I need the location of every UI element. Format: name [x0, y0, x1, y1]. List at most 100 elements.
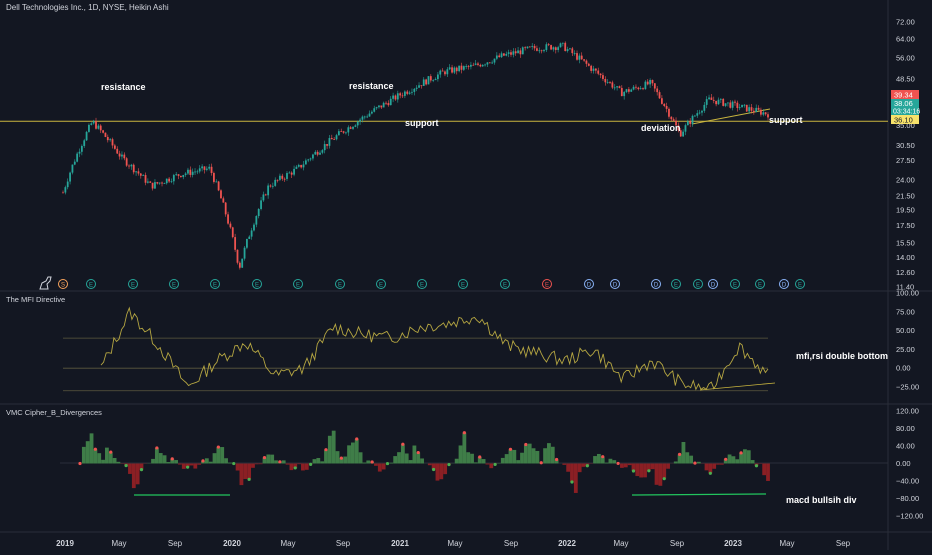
event-marker-label: D [654, 283, 659, 289]
vmc-wave-bar [105, 448, 109, 464]
event-marker-label: E [696, 283, 700, 289]
candle-body [182, 175, 184, 177]
vmc-signal-dot [755, 464, 758, 467]
vmc-wave-bar [409, 460, 413, 463]
vmc-wave-bar [363, 463, 367, 464]
candle-body [451, 67, 453, 72]
support-price-badge: 36.10 [894, 116, 913, 125]
vmc-wave-bar [236, 464, 240, 471]
candle-body [307, 159, 309, 160]
candle-body [642, 88, 644, 89]
candle-body [102, 130, 104, 132]
vmc-wave-bar [289, 464, 293, 471]
candle-body [142, 175, 144, 176]
vmc-signal-dot [171, 457, 174, 460]
vmc-wave-bar [532, 448, 536, 463]
candle-body [220, 190, 222, 198]
candle-body [508, 52, 510, 54]
vmc-wave-bar [355, 439, 359, 464]
candle-body [291, 173, 293, 175]
vmc-wave-bar [366, 460, 370, 463]
candle-body [418, 85, 420, 87]
candle-body [67, 182, 69, 188]
event-marker-label: E [172, 283, 176, 289]
vmc-wave-bar [243, 464, 247, 480]
vmc-wave-bar [282, 460, 286, 463]
candle-body [241, 259, 243, 268]
candle-body [765, 112, 767, 114]
price-tick-label: 15.50 [896, 238, 915, 247]
candle-body [420, 85, 422, 86]
candle-body [185, 174, 187, 175]
candle-body [135, 171, 137, 172]
candle-body [376, 107, 378, 108]
vmc-wave-bar [543, 448, 547, 463]
candle-body [350, 127, 352, 129]
vmc-wave-bar [401, 444, 405, 463]
candle-body [517, 50, 519, 53]
event-marker-label: E [338, 283, 342, 289]
candle-body [614, 87, 616, 88]
candle-body [380, 105, 382, 107]
vmc-wave-bar [655, 464, 659, 485]
vmc-signal-dot [586, 464, 589, 467]
vmc-wave-bar [547, 443, 551, 463]
vmc-wave-bar [240, 464, 244, 486]
vmc-signal-dot [632, 469, 635, 472]
vmc-tick-label: −40.00 [896, 477, 919, 486]
vmc-signal-dot [478, 455, 481, 458]
vmc-wave-bar [570, 464, 574, 482]
vmc-wave-bar [266, 455, 270, 464]
candle-body [286, 173, 288, 179]
vmc-wave-bar [512, 450, 516, 464]
candle-body [218, 182, 220, 191]
candle-body [687, 121, 689, 125]
candle-body [404, 92, 406, 96]
candle-body [314, 152, 316, 155]
vmc-signal-dot [432, 468, 435, 471]
event-marker-label: E [131, 283, 135, 289]
candle-body [494, 59, 496, 63]
vmc-signal-dot [524, 443, 527, 446]
vmc-wave-bar [658, 464, 662, 486]
vmc-wave-bar [136, 464, 140, 485]
candle-body [171, 181, 173, 182]
candle-body [736, 103, 738, 108]
candle-body [267, 186, 269, 196]
vmc-wave-bar [743, 449, 747, 463]
candle-body [399, 93, 401, 95]
vmc-wave-bar [274, 460, 278, 463]
candle-body [163, 183, 165, 184]
candle-body [159, 183, 161, 184]
candle-body [590, 66, 592, 71]
candle-body [524, 47, 526, 48]
candle-body [88, 125, 90, 132]
vmc-signal-dot [340, 457, 343, 460]
candle-body [383, 103, 385, 108]
candle-body [510, 52, 512, 55]
candle-body [175, 174, 177, 175]
mfi-tick-label: −25.00 [896, 383, 919, 392]
candle-body [718, 100, 720, 104]
candle-body [373, 108, 375, 112]
candle-body [482, 65, 484, 67]
candle-body [699, 113, 701, 114]
vmc-signal-dot [140, 468, 143, 471]
candle-body [630, 90, 632, 92]
candle-body [456, 68, 458, 71]
vmc-wave-bar [301, 464, 305, 471]
vmc-wave-bar [639, 464, 643, 478]
vmc-wave-bar [270, 455, 274, 464]
vmc-signal-dot [540, 461, 543, 464]
mfi-panel-title: The MFI Directive [6, 295, 65, 304]
candle-body [409, 93, 411, 94]
candle-body [439, 71, 441, 75]
time-tick-label: May [779, 539, 794, 548]
countdown-timer: 03:34:16 [893, 109, 920, 116]
vmc-wave-bar [397, 452, 401, 463]
event-marker-label: E [89, 283, 93, 289]
vmc-wave-bar [328, 436, 332, 464]
candle-body [225, 203, 227, 215]
